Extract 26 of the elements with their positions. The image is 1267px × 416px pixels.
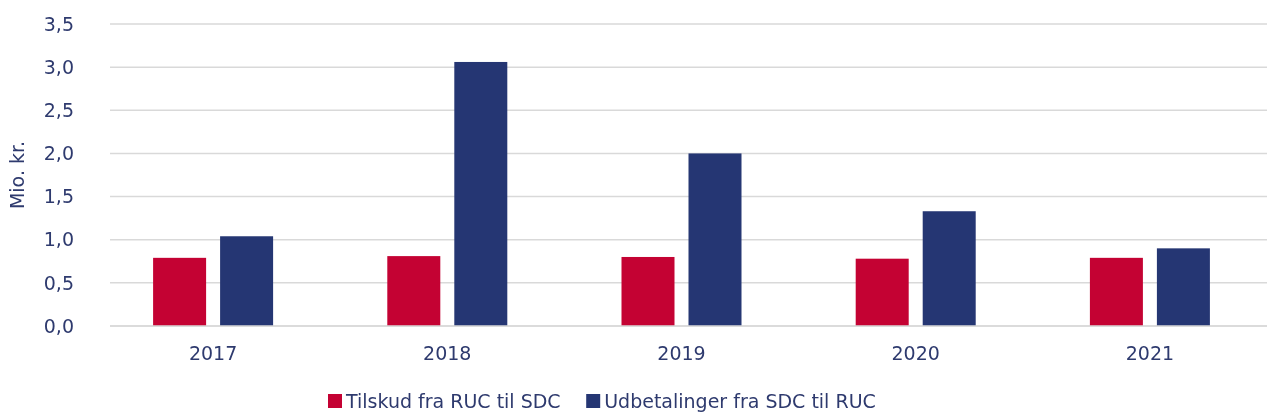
legend-label: Udbetalinger fra SDC til RUC (604, 390, 876, 412)
y-tick-label: 3,5 (43, 12, 74, 35)
y-axis-title: Mio. kr. (6, 140, 28, 210)
x-tick-label: 2021 (1125, 342, 1175, 364)
bar (387, 256, 441, 326)
x-tick-label: 2018 (423, 342, 472, 364)
bar (621, 256, 675, 326)
y-tick-label: 0,0 (43, 314, 74, 337)
bar (855, 258, 909, 326)
bar (1156, 248, 1210, 326)
y-tick-label: 3,0 (43, 55, 74, 78)
bar (1089, 257, 1143, 326)
y-tick-label: 1,5 (43, 185, 74, 208)
x-tick-label: 2017 (188, 342, 238, 364)
y-tick-label: 1,0 (43, 228, 74, 251)
legend-label: Tilskud fra RUC til SDC (345, 390, 561, 412)
y-tick-label: 2,0 (43, 142, 74, 165)
bar (220, 236, 274, 326)
bar (454, 61, 508, 326)
bar (688, 153, 742, 326)
y-tick-label: 2,5 (43, 98, 74, 121)
y-tick-label: 0,5 (43, 271, 74, 294)
bar (153, 257, 207, 326)
x-tick-label: 2020 (891, 342, 940, 364)
bar (922, 211, 976, 326)
x-tick-label: 2019 (657, 342, 706, 364)
